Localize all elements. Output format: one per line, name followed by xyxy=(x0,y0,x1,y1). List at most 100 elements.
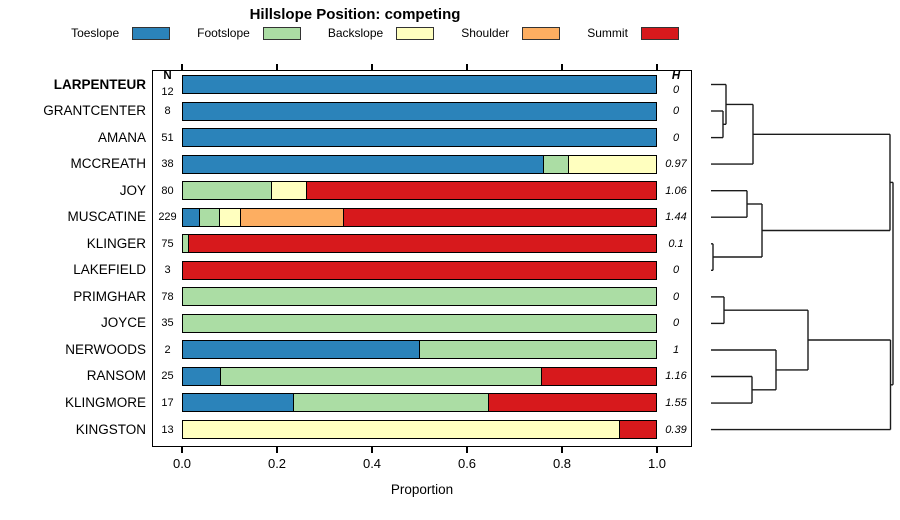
bar-segment-summit xyxy=(189,235,656,253)
n-value: 2 xyxy=(164,343,171,356)
bar-segment-footslope xyxy=(199,208,221,226)
h-value: 1.16 xyxy=(665,370,687,383)
axis-tick-bottom xyxy=(371,447,373,453)
bar-segment-footslope xyxy=(419,341,656,359)
row-label: KINGSTON xyxy=(75,421,146,437)
x-axis-label: Proportion xyxy=(390,482,454,497)
bar-segment-footslope xyxy=(294,394,490,412)
legend-label: Summit xyxy=(587,26,628,40)
n-value: 3 xyxy=(164,264,171,277)
row-label: RANSOM xyxy=(86,368,146,384)
bar-segment-footslope xyxy=(543,155,569,173)
row-label: JOY xyxy=(119,182,146,198)
x-tick-label: 0.2 xyxy=(267,456,287,471)
row-label: JOYCE xyxy=(100,315,146,331)
axis-tick-bottom xyxy=(656,447,658,453)
legend-swatch xyxy=(522,26,561,40)
stacked-bar xyxy=(182,260,657,280)
stacked-bar xyxy=(182,234,657,254)
h-value: 1.55 xyxy=(665,396,687,409)
row-label: PRIMGHAR xyxy=(73,288,146,304)
bar-segment-footslope xyxy=(183,288,656,306)
h-column-header: H xyxy=(671,69,681,82)
bar-segment-toeslope xyxy=(183,208,200,226)
x-tick-label: 1.0 xyxy=(647,456,667,471)
bar-segment-backslope xyxy=(271,182,308,200)
n-value: 35 xyxy=(161,317,174,330)
row-label: KLINGMORE xyxy=(64,394,146,410)
legend-label: Footslope xyxy=(197,26,250,40)
bar-segment-backslope xyxy=(568,155,656,173)
legend-swatch xyxy=(132,26,171,40)
h-value: 0.39 xyxy=(665,423,687,436)
legend-item: Shoulder xyxy=(461,26,561,40)
h-value: 1.44 xyxy=(665,211,687,224)
axis-tick-top xyxy=(276,63,278,70)
bar-segment-toeslope xyxy=(183,367,221,385)
bar-segment-summit xyxy=(183,261,656,279)
bar-segment-toeslope xyxy=(183,155,544,173)
axis-tick-bottom xyxy=(276,447,278,453)
bar-segment-summit xyxy=(619,421,656,439)
row-label: LARPENTEUR xyxy=(53,76,146,92)
stacked-bar xyxy=(182,313,657,333)
legend-label: Shoulder xyxy=(461,26,510,40)
h-value: 0 xyxy=(672,317,680,330)
n-column-header: N xyxy=(163,69,172,82)
n-value: 229 xyxy=(158,211,177,224)
n-value: 51 xyxy=(161,131,174,144)
bar-segment-toeslope xyxy=(183,102,656,120)
bar-segment-summit xyxy=(542,367,656,385)
n-value: 25 xyxy=(161,370,174,383)
bar-segment-summit xyxy=(344,208,656,226)
legend-swatch xyxy=(640,26,679,40)
n-value: 8 xyxy=(164,105,171,118)
h-value: 0 xyxy=(672,290,680,303)
bar-segment-backslope xyxy=(183,421,620,439)
bar-segment-summit xyxy=(489,394,656,412)
x-tick-label: 0.6 xyxy=(457,456,477,471)
stacked-bar xyxy=(182,75,657,94)
h-value: 0 xyxy=(672,264,680,277)
axis-tick-top xyxy=(371,63,373,70)
n-value: 38 xyxy=(161,158,174,171)
stacked-bar xyxy=(182,128,657,148)
h-value: 1 xyxy=(672,343,680,356)
bar-segment-footslope xyxy=(183,235,190,253)
bar-segment-footslope xyxy=(183,182,272,200)
legend: Toeslope Footslope Backslope Shoulder Summit xyxy=(30,26,720,40)
row-label: MCCREATH xyxy=(70,156,147,172)
row-label: MUSCATINE xyxy=(67,209,146,225)
stacked-bar xyxy=(182,366,657,386)
h-value: 1.06 xyxy=(665,184,687,197)
n-value: 13 xyxy=(161,423,174,436)
stacked-bar xyxy=(182,181,657,201)
h-value: 0.1 xyxy=(668,237,684,250)
x-tick-label: 0.0 xyxy=(172,456,192,471)
row-label: NERWOODS xyxy=(65,341,146,357)
row-label: LAKEFIELD xyxy=(73,262,146,278)
stacked-bar xyxy=(182,393,657,413)
plot-frame xyxy=(152,70,692,447)
bar-segment-footslope xyxy=(183,314,656,332)
h-value: 0 xyxy=(672,131,680,144)
bar-segment-toeslope xyxy=(183,129,656,147)
legend-item: Footslope xyxy=(197,26,301,40)
n-value: 75 xyxy=(161,237,174,250)
bar-segment-shoulder xyxy=(241,208,345,226)
legend-label: Backslope xyxy=(327,26,384,40)
bar-segment-toeslope xyxy=(183,394,295,412)
dendrogram xyxy=(711,83,894,431)
stacked-bar xyxy=(182,340,657,360)
row-label: AMANA xyxy=(97,129,146,145)
axis-tick-top xyxy=(181,63,183,70)
legend-item: Toeslope xyxy=(71,26,171,40)
h-value: 0.97 xyxy=(665,158,687,171)
legend-label: Toeslope xyxy=(71,26,120,40)
bar-segment-backslope xyxy=(220,208,242,226)
n-value: 12 xyxy=(161,85,174,98)
bar-segment-footslope xyxy=(220,367,543,385)
legend-swatch xyxy=(262,26,301,40)
axis-tick-top xyxy=(466,63,468,70)
